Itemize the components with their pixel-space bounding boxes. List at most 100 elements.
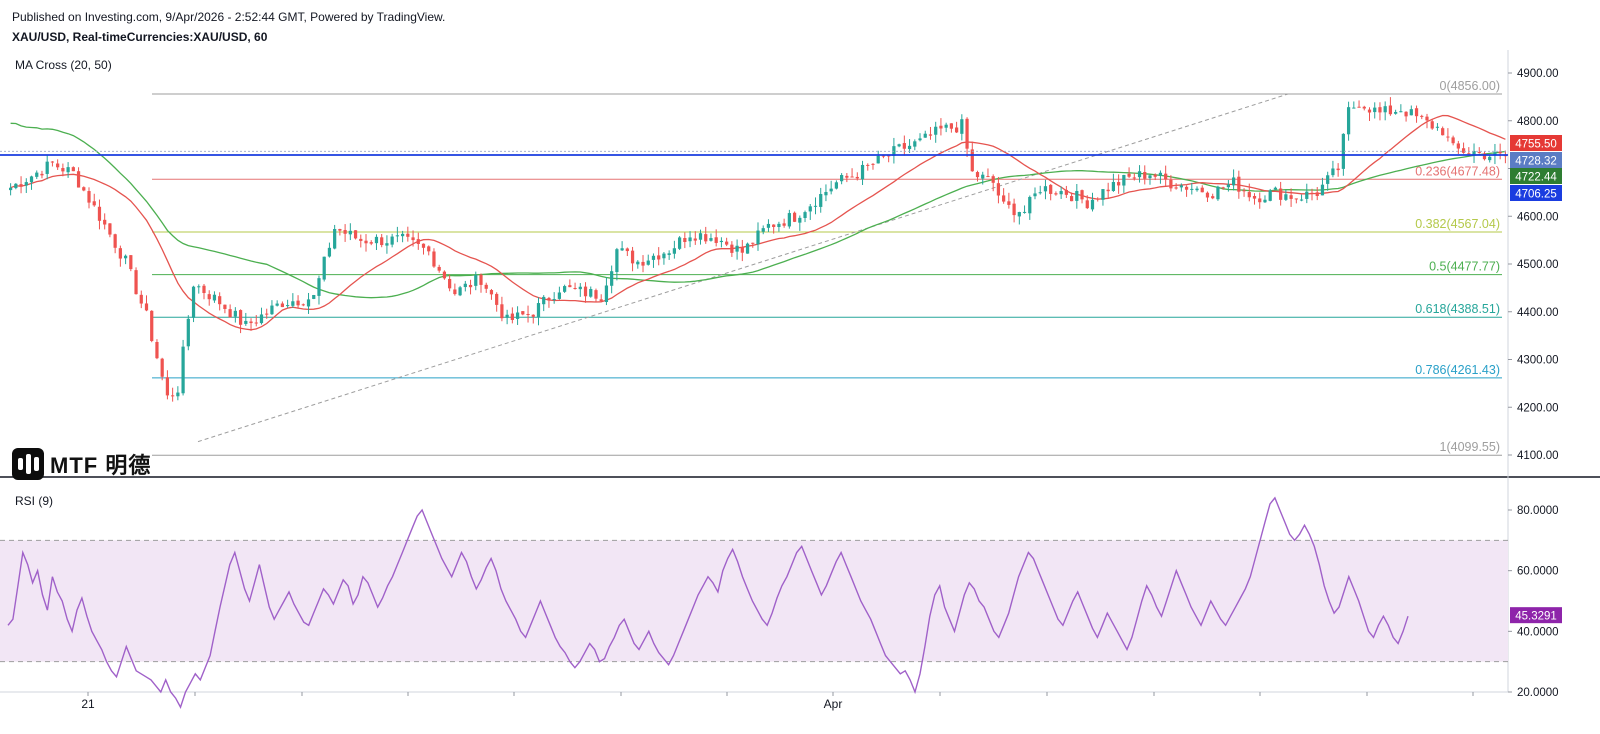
candle-body [1164, 173, 1168, 180]
price-tag-label: 4722.44 [1515, 172, 1557, 184]
candle-body [1137, 171, 1142, 178]
candle-body [228, 309, 232, 318]
candle-body [1028, 196, 1032, 214]
candle-body [1362, 106, 1366, 109]
candle-body [1425, 116, 1429, 121]
candle-body [103, 219, 107, 225]
candle-body [907, 145, 912, 150]
candle-body [1096, 198, 1100, 200]
candle-body [176, 392, 180, 397]
price-tag-bg [1510, 135, 1562, 151]
fib-label: 0.236(4677.48) [1415, 164, 1500, 178]
candle-body [1122, 174, 1126, 186]
candle-body [270, 305, 274, 315]
candle-body [730, 244, 734, 253]
candle-body [1221, 187, 1225, 189]
candle-body [536, 303, 541, 318]
candle-body [223, 304, 227, 309]
candle-body [92, 201, 96, 206]
candles-group [9, 97, 1507, 402]
candle-body [1179, 185, 1183, 188]
candle-body [583, 286, 588, 297]
candle-body [1456, 143, 1460, 149]
candle-body [427, 246, 431, 252]
candle-body [291, 301, 295, 306]
candle-body [970, 149, 974, 172]
candle-body [322, 256, 326, 280]
candle-body [29, 176, 34, 183]
candle-body [604, 285, 609, 303]
price-y-tick-label: 4900.00 [1517, 68, 1559, 80]
candle-body [165, 377, 170, 396]
candle-body [819, 194, 823, 207]
candle-body [1326, 175, 1330, 184]
candle-body [479, 274, 483, 285]
candle-body [1226, 184, 1230, 188]
candle-body [986, 176, 990, 178]
price-y-tick-label: 4500.00 [1517, 259, 1559, 271]
candle-body [1493, 152, 1497, 156]
candle-body [521, 311, 525, 315]
candle-body [709, 238, 713, 241]
candle-body [259, 314, 264, 324]
x-tick-label-apr: Apr [824, 697, 843, 711]
candle-body [568, 285, 572, 288]
candle-body [526, 314, 530, 316]
candle-body [1258, 198, 1262, 203]
candle-body [333, 229, 337, 249]
price-y-tick-label: 4100.00 [1517, 450, 1559, 462]
candle-body [657, 255, 661, 260]
candle-body [1158, 172, 1163, 176]
candle-body [390, 236, 394, 245]
rsi-label[interactable]: RSI (9) [15, 494, 54, 508]
candle-body [312, 295, 316, 299]
fib-label: 0.618(4388.51) [1415, 302, 1500, 316]
candle-body [693, 238, 697, 241]
ma-cross-label[interactable]: MA Cross (20, 50) [15, 58, 112, 72]
candle-body [745, 243, 750, 254]
candle-body [338, 229, 342, 231]
candle-body [1132, 177, 1136, 179]
candle-body [630, 250, 635, 264]
candle-body [1482, 153, 1487, 160]
candle-body [353, 230, 358, 239]
candle-body [808, 206, 812, 212]
rsi-y-tick-label: 20.0000 [1517, 687, 1559, 699]
candle-body [171, 395, 175, 397]
candle-body [1237, 176, 1241, 192]
fib-label: 0.382(4567.04) [1415, 217, 1500, 231]
candle-body [134, 270, 138, 295]
candle-body [1352, 107, 1356, 109]
candle-body [1002, 195, 1006, 202]
candle-body [191, 286, 196, 318]
candle-body [667, 253, 671, 255]
candle-body [207, 294, 211, 300]
candle-body [996, 183, 1001, 196]
candle-body [343, 230, 347, 234]
candle-body [380, 237, 384, 246]
candle-body [834, 182, 839, 189]
candle-body [829, 188, 833, 192]
candle-body [437, 266, 441, 271]
candle-body [960, 119, 964, 134]
candle-body [1117, 182, 1121, 186]
candle-body [139, 294, 143, 304]
candle-body [489, 290, 494, 295]
price-y-tick-label: 4200.00 [1517, 402, 1559, 414]
candle-body [610, 271, 614, 286]
candle-body [1106, 189, 1110, 192]
candle-body [918, 138, 922, 141]
candle-body [9, 187, 13, 191]
candle-body [704, 234, 708, 242]
price-tag-label: 4728.32 [1515, 156, 1557, 168]
candle-body [792, 212, 797, 222]
candle-body [1263, 199, 1267, 203]
candle-body [1284, 194, 1288, 200]
candle-body [1169, 179, 1173, 189]
candle-body [1388, 105, 1393, 115]
candle-body [1430, 121, 1434, 129]
candle-body [348, 230, 352, 235]
candle-body [244, 320, 248, 324]
candle-body [254, 322, 258, 324]
